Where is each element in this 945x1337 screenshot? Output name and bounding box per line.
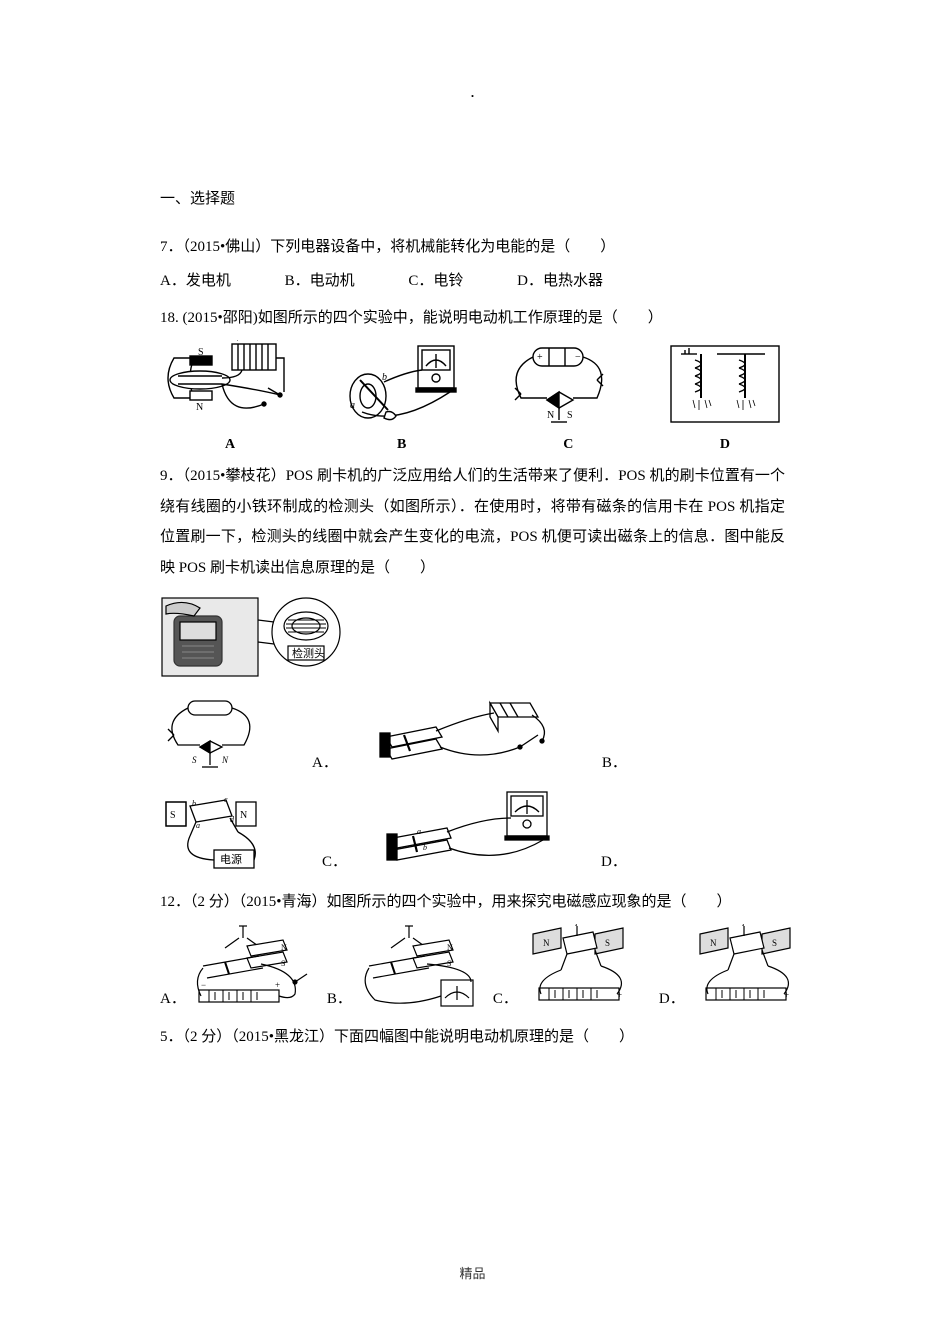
motor-coil-icon: S N b c a d 电源 (160, 788, 290, 874)
q12-diagram-row: A． N S (160, 924, 785, 1014)
q9-diagram-b (370, 697, 570, 780)
q9-label-a: A． (312, 751, 338, 772)
q12-label-b: B． (327, 987, 352, 1008)
svg-text:S: S (772, 938, 777, 948)
svg-text:+: + (235, 340, 240, 344)
question-9-text: 9．（2015•攀枝花）POS 刷卡机的广泛应用给人们的生活带来了便利．POS … (160, 461, 785, 584)
induction-meter-icon: a b (379, 788, 569, 874)
q18-label-c: C (503, 437, 633, 453)
svg-text:+: + (275, 980, 280, 990)
svg-text:a: a (417, 827, 421, 836)
section-header: 一、选择题 (160, 185, 785, 214)
svg-text:N: N (710, 938, 717, 948)
svg-text:S: S (605, 938, 610, 948)
coil-magnets-battery-icon: N S I + (521, 924, 649, 1012)
q9-label-c: C． (322, 850, 347, 871)
q9-diagram-a: S N (160, 697, 280, 780)
svg-text:b: b (423, 843, 427, 852)
svg-text:−: − (575, 352, 581, 363)
svg-text:N: N (221, 755, 229, 765)
svg-text:N: N (240, 810, 247, 821)
svg-text:N: N (196, 402, 203, 413)
q9-label-b: B． (602, 751, 627, 772)
induction-galvanometer-icon: b a (332, 340, 472, 435)
svg-text:b: b (192, 799, 196, 808)
q9-diagram-c: S N b c a d 电源 (160, 788, 290, 879)
svg-text:N: N (547, 410, 554, 421)
svg-text:S: S (170, 810, 176, 821)
q18-label-d: D (665, 437, 785, 453)
question-7-options: A．发电机 B．电动机 C．电铃 D．电热水器 (160, 266, 785, 297)
electromagnet-icon (665, 340, 785, 435)
q7-option-a: A．发电机 (160, 273, 231, 289)
svg-text:+: + (537, 352, 543, 363)
q18-diagram-d: D (665, 340, 785, 453)
q18-diagram-c: + − N S C (503, 340, 633, 453)
oersted-small-icon: S N (160, 697, 280, 775)
svg-text:S: S (567, 410, 573, 421)
q18-label-a: A (160, 437, 300, 453)
q7-option-c: C．电铃 (408, 273, 463, 289)
svg-text:S: S (198, 347, 204, 358)
svg-text:+: + (784, 990, 789, 1000)
svg-text:a: a (196, 821, 200, 830)
q12-diagram-c: C． N S I (493, 924, 649, 1014)
q18-diagram-b: b a B (332, 340, 472, 453)
q9-pos-illustration: 检测头 (160, 592, 785, 689)
detector-label-text: 检测头 (292, 646, 325, 660)
q12-label-d: D． (659, 987, 685, 1008)
question-5-text: 5．（2 分）（2015•黑龙江）下面四幅图中能说明电动机原理的是（ ） (160, 1022, 785, 1053)
svg-text:N: N (447, 943, 453, 952)
svg-text:−: − (201, 980, 206, 990)
q12-diagram-a: A． N S (160, 924, 317, 1014)
rail-battery-switch-icon (370, 697, 570, 775)
question-7-text: 7．（2015•佛山）下列电器设备中，将机械能转化为电能的是（ ） (160, 232, 785, 263)
motor-principle-icon: + − S N (160, 340, 300, 435)
pos-detector-icon: 检测头 (160, 592, 360, 684)
q7-option-d: D．电热水器 (517, 273, 603, 289)
q12-label-c: C． (493, 987, 518, 1008)
q18-diagram-row: + − S N (160, 340, 785, 453)
svg-text:a: a (350, 400, 355, 411)
q12-diagram-d: D． N S I (659, 924, 816, 1014)
rail-magnet-battery-icon: N S − + (189, 924, 317, 1012)
svg-text:−: − (272, 340, 277, 344)
svg-text:S: S (192, 755, 197, 765)
svg-text:N: N (281, 943, 287, 952)
svg-text:N: N (543, 938, 550, 948)
svg-text:c: c (224, 795, 228, 804)
q9-label-d: D． (601, 850, 627, 871)
q7-option-b: B．电动机 (285, 273, 355, 289)
coil-magnets-battery2-icon: N S I + (688, 924, 816, 1012)
svg-text:电源: 电源 (220, 852, 242, 866)
q9-diagram-d: a b (379, 788, 569, 879)
rail-magnet-meter-icon: N S (355, 924, 483, 1012)
q12-diagram-b: B． N S (327, 924, 483, 1014)
q9-options-row-1: S N A． (160, 697, 785, 780)
svg-text:I: I (741, 924, 745, 928)
page-top-mark: . (471, 85, 474, 101)
q9-options-row-2: S N b c a d 电源 (160, 788, 785, 879)
oersted-compass-icon: + − N S (503, 340, 633, 435)
footer-label: 精品 (459, 1263, 485, 1282)
svg-text:I: I (574, 924, 578, 928)
q12-label-a: A． (160, 987, 186, 1008)
q18-diagram-a: + − S N (160, 340, 300, 453)
question-18-text: 18. (2015•邵阳)如图所示的四个实验中，能说明电动机工作原理的是（ ） (160, 303, 785, 334)
q18-label-b: B (332, 437, 472, 453)
svg-text:+: + (617, 990, 622, 1000)
svg-text:S: S (281, 959, 285, 968)
question-12-text: 12．（2 分）（2015•青海）如图所示的四个实验中，用来探究电磁感应现象的是… (160, 887, 785, 918)
